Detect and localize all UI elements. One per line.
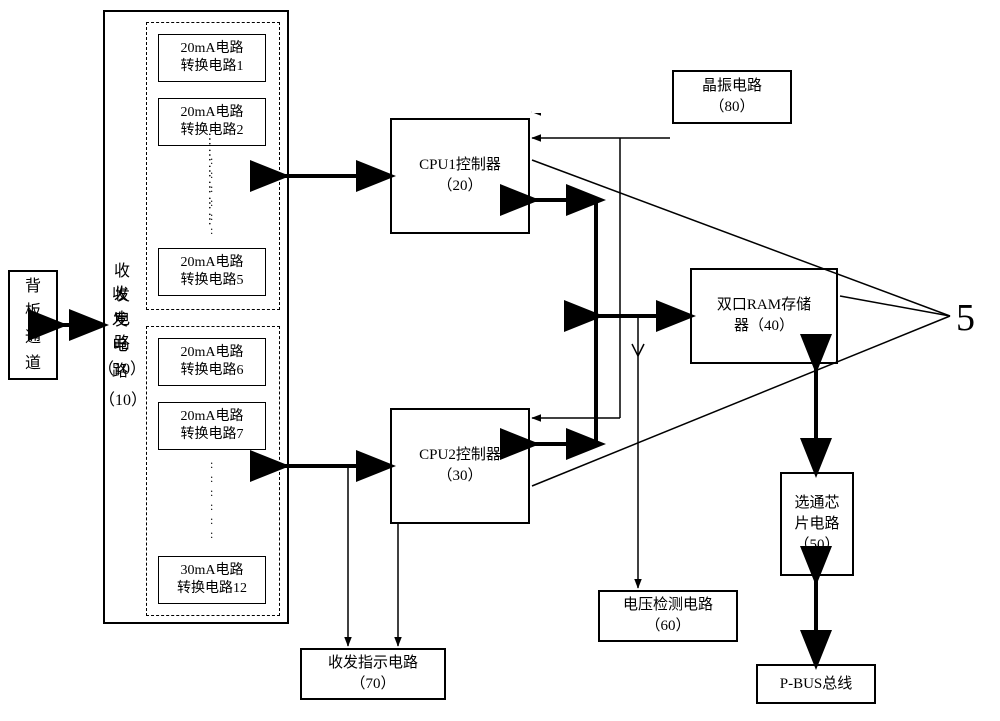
ellipsis-top: ………………	[204, 126, 220, 234]
cpu1-controller-20: CPU1控制器 （20）	[390, 118, 530, 234]
cpu2-controller-30: CPU2控制器 （30）	[390, 408, 530, 524]
voltage-detect-circuit-60: 电压检测电路 （60）	[598, 590, 738, 642]
txrx-indicator-circuit-70: 收发指示电路 （70）	[300, 648, 446, 700]
transceiver-label-vertical: 收发电路 （10）	[112, 260, 132, 382]
backplane-channel: 背 板 通 道	[8, 270, 58, 380]
conv-circuit-12: 30mA电路 转换电路12	[158, 556, 266, 604]
pbus-bus: P-BUS总线	[756, 664, 876, 704]
dual-port-ram-40: 双口RAM存储 器（40）	[690, 268, 838, 364]
external-label-5: 5	[956, 296, 975, 340]
conv-circuit-5: 20mA电路 转换电路5	[158, 248, 266, 296]
oscillator-circuit-80: 晶振电路 （80）	[672, 70, 792, 124]
conv-circuit-6: 20mA电路 转换电路6	[158, 338, 266, 386]
gate-chip-circuit-50: 选通芯 片电路 （50）	[780, 472, 854, 576]
conv-circuit-1: 20mA电路 转换电路1	[158, 34, 266, 82]
conv-circuit-7: 20mA电路 转换电路7	[158, 402, 266, 450]
backplane-label: 背 板 通 道	[25, 274, 41, 376]
